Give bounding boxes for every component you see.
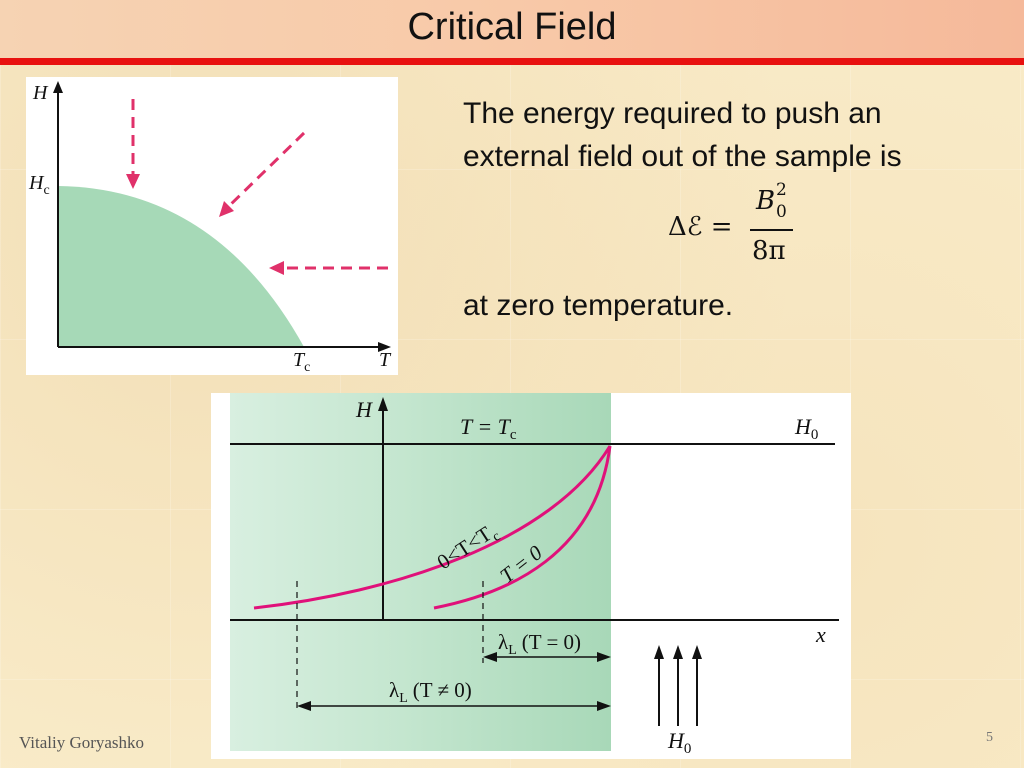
horizontal-field-arrowhead: [269, 261, 284, 275]
field-arrow-3-head: [692, 645, 702, 659]
critical-temp-label: Tc: [293, 349, 310, 375]
title-band: [0, 0, 1024, 58]
explanation-text: The energy required to push an external …: [463, 92, 1003, 178]
field-arrow-1-head: [654, 645, 664, 659]
critical-temp-heading: T = Tc: [460, 414, 517, 443]
critical-field-label: Hc: [28, 172, 50, 198]
vertical-field-arrowhead: [126, 174, 140, 189]
explanation-line-3: at zero temperature.: [463, 289, 734, 322]
field-curve-zero-temperature: [433, 445, 612, 610]
page-number: 5: [986, 730, 993, 745]
diagonal-field-arrow: [224, 131, 306, 211]
penetration-diagram: H x T = Tc H0 0<T<Tc T = 0 λL (T = 0) λL(…: [211, 393, 851, 759]
formula-numerator: B: [756, 186, 776, 216]
lambda-zero-label: λL (T = 0): [498, 630, 581, 658]
title-rule: [0, 58, 1024, 65]
field-curve-finite-temperature: [253, 445, 612, 610]
x-axis-label: x: [815, 622, 826, 647]
lambda-finite-left-arrowhead: [297, 701, 311, 711]
formula-lhs: Δℰ =: [668, 212, 733, 242]
formula-subscript: 0: [776, 202, 787, 222]
y-axis-arrowhead: [378, 397, 388, 411]
formula-superscript: 2: [776, 180, 787, 200]
fraction-bar: [750, 229, 793, 231]
slide-title: Critical Field: [407, 6, 617, 48]
bottom-field-label: H0: [667, 728, 691, 757]
superconducting-region: [58, 186, 304, 347]
explanation-line-2: external field out of the sample is: [463, 140, 902, 173]
x-axis-label: T: [379, 349, 392, 371]
lambda-zero-left-arrowhead: [483, 652, 497, 662]
y-axis-label: H: [355, 397, 373, 422]
phase-diagram: H Hc Tc T: [26, 77, 398, 375]
energy-formula: Δℰ = B 2 0 8π: [668, 180, 808, 270]
explanation-tail: at zero temperature.: [463, 284, 1003, 327]
lambda-zero-right-arrowhead: [597, 652, 611, 662]
penetration-diagram-svg: H x T = Tc H0 0<T<Tc T = 0 λL (T = 0) λL(…: [230, 393, 839, 757]
diagonal-field-arrowhead: [219, 201, 234, 217]
x-axis-arrowhead: [378, 342, 391, 352]
formula-denominator: 8π: [752, 236, 786, 266]
y-axis-label: H: [32, 82, 49, 104]
phase-diagram-svg: H Hc Tc T: [28, 81, 392, 375]
y-axis-arrowhead: [53, 81, 63, 93]
lambda-finite-label: λL (T ≠ 0): [389, 678, 472, 706]
applied-field-label: H0: [794, 414, 818, 443]
footer-author: Vitaliy Goryashko: [19, 733, 145, 752]
field-arrow-2-head: [673, 645, 683, 659]
explanation-line-1: The energy required to push an: [463, 97, 882, 130]
lambda-finite-right-arrowhead: [597, 701, 611, 711]
